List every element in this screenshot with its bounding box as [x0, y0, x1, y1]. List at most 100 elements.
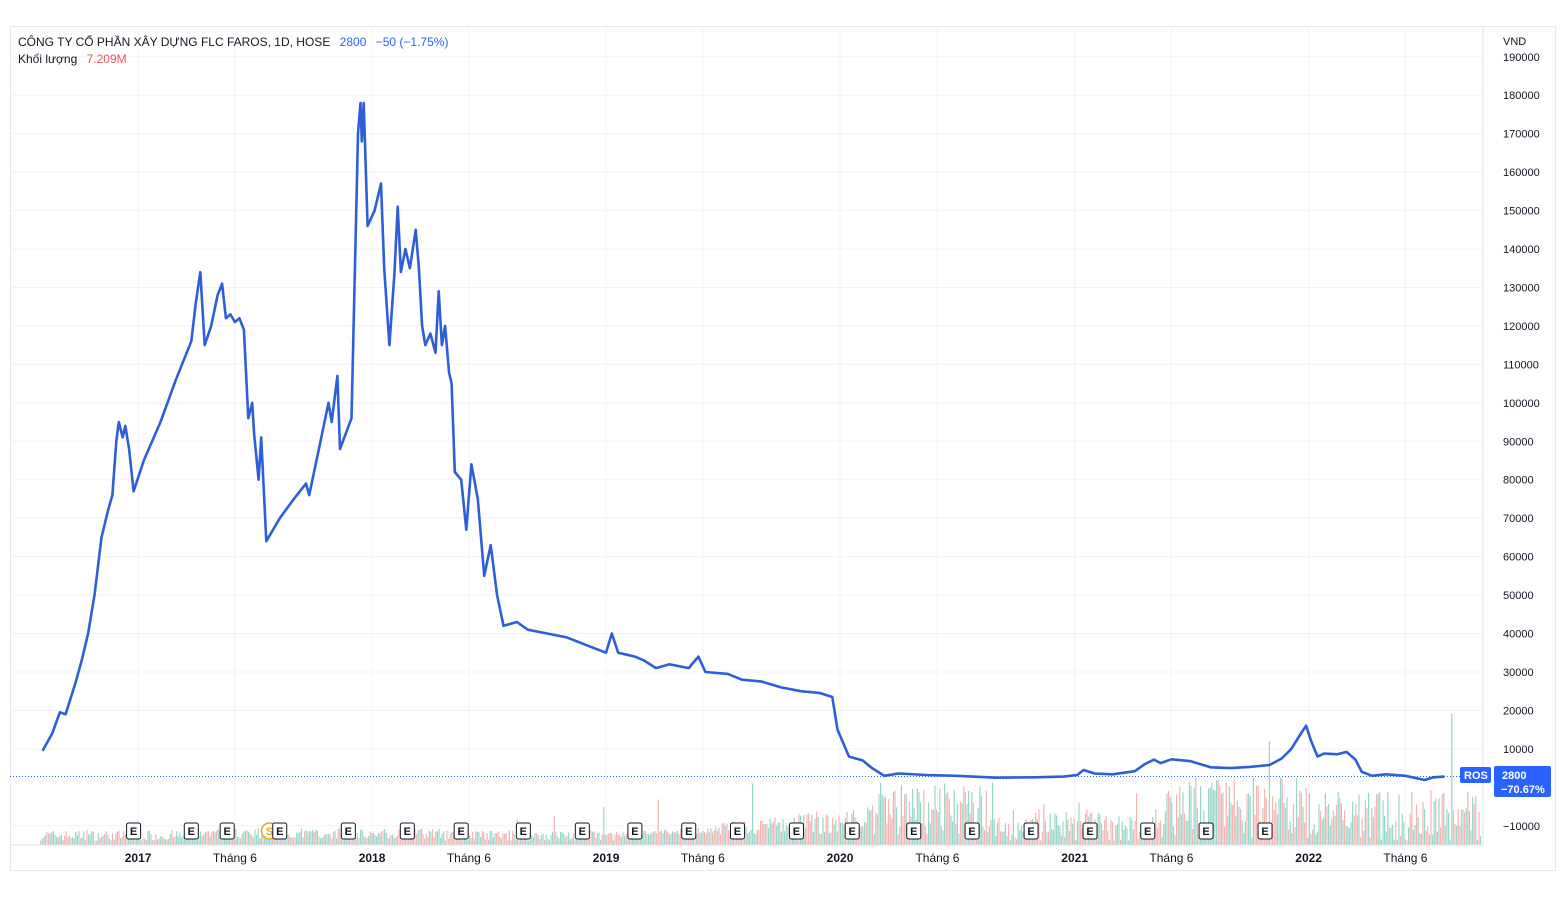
- volume-bar: [361, 829, 363, 845]
- volume-bar: [315, 829, 317, 845]
- volume-bar: [1305, 787, 1307, 845]
- volume-bar: [968, 790, 970, 845]
- earnings-marker-label: E: [130, 826, 137, 838]
- volume-bar: [372, 832, 374, 845]
- volume-bar: [753, 832, 755, 845]
- volume-bar: [452, 831, 454, 845]
- volume-bar: [211, 831, 213, 845]
- volume-bar: [1480, 836, 1482, 845]
- earnings-marker-icon[interactable]: [906, 822, 922, 840]
- earnings-marker-icon[interactable]: [272, 822, 288, 840]
- volume-bar: [892, 791, 894, 845]
- volume-bar: [152, 840, 154, 845]
- volume-bar: [449, 833, 451, 845]
- volume-bar: [992, 782, 994, 845]
- volume-bar: [609, 832, 611, 845]
- volume-bar: [310, 831, 312, 845]
- volume-bar: [1200, 785, 1202, 845]
- earnings-marker-icon[interactable]: [1257, 822, 1273, 840]
- earnings-marker-icon[interactable]: [1198, 822, 1214, 840]
- earnings-marker-icon[interactable]: [1023, 822, 1039, 840]
- volume-bar: [699, 832, 701, 845]
- volume-bar: [235, 828, 237, 845]
- volume-bar: [1328, 804, 1330, 845]
- volume-bar: [841, 823, 843, 845]
- volume-bar: [464, 835, 466, 845]
- volume-bar: [88, 834, 90, 845]
- volume-bar: [654, 831, 656, 845]
- earnings-marker-icon[interactable]: [340, 822, 356, 840]
- earnings-marker-icon[interactable]: [729, 822, 745, 840]
- volume-bar: [1080, 820, 1082, 845]
- volume-bar: [1105, 816, 1107, 845]
- volume-bar: [1192, 829, 1194, 845]
- volume-bar: [552, 831, 554, 845]
- earnings-marker-icon[interactable]: [1082, 822, 1098, 840]
- y-tick-label: 50000: [1503, 590, 1534, 602]
- volume-bar: [1411, 791, 1413, 845]
- earnings-marker-label: E: [1027, 826, 1034, 838]
- volume-bar: [718, 827, 720, 845]
- volume-bar: [912, 788, 914, 845]
- volume-bar: [860, 826, 862, 845]
- volume-bar: [286, 835, 288, 845]
- volume-bar: [1219, 786, 1221, 845]
- volume-bar: [1022, 831, 1024, 845]
- volume-bar: [998, 817, 1000, 845]
- earnings-marker-icon[interactable]: [964, 822, 980, 840]
- volume-bar: [1419, 833, 1421, 845]
- volume-bar: [628, 836, 630, 845]
- volume-bar: [456, 837, 458, 845]
- volume-bar: [470, 838, 472, 845]
- earnings-marker-icon[interactable]: [844, 822, 860, 840]
- volume-bar: [283, 835, 285, 845]
- volume-bar: [220, 838, 222, 845]
- earnings-marker-icon[interactable]: [453, 822, 469, 840]
- volume-bar: [166, 839, 168, 845]
- volume-label: Khối lượng: [18, 52, 78, 66]
- volume-bar: [1139, 832, 1141, 845]
- earnings-marker-icon[interactable]: [574, 822, 590, 840]
- volume-bar: [1307, 837, 1309, 845]
- volume-bar: [104, 834, 106, 845]
- volume-bar: [1387, 792, 1389, 845]
- volume-bar: [307, 832, 309, 845]
- earnings-marker-icon[interactable]: [627, 822, 643, 840]
- volume-bar: [1145, 835, 1147, 845]
- volume-bar: [1120, 839, 1122, 845]
- volume-bar: [1408, 827, 1410, 845]
- volume-bar: [356, 833, 358, 845]
- volume-bar: [1019, 829, 1021, 845]
- volume-bar: [539, 839, 541, 845]
- volume-bar: [262, 833, 264, 845]
- volume-bar: [705, 833, 707, 845]
- earnings-marker-icon[interactable]: [788, 822, 804, 840]
- volume-bar: [1300, 792, 1302, 845]
- volume-bar: [1096, 835, 1098, 845]
- volume-bar: [561, 832, 563, 845]
- volume-bar: [644, 830, 646, 845]
- earnings-marker-icon[interactable]: [219, 822, 235, 840]
- earnings-marker-icon[interactable]: [681, 822, 697, 840]
- earnings-marker-icon[interactable]: [399, 822, 415, 840]
- earnings-marker-icon[interactable]: [126, 822, 142, 840]
- volume-bar: [713, 830, 715, 845]
- x-axis: 2017 Tháng 6 2018 Tháng 6 2019 Tháng 6 2020 Thá…: [125, 851, 1428, 865]
- volume-bar: [928, 802, 930, 845]
- volume-bar: [606, 834, 608, 845]
- volume-bar: [891, 818, 893, 845]
- volume-bar: [56, 836, 58, 845]
- earnings-marker-icon[interactable]: [183, 822, 199, 840]
- split-marker-label: S: [266, 826, 273, 838]
- earnings-marker-icon[interactable]: [1140, 822, 1156, 840]
- volume-bar: [246, 830, 248, 845]
- volume-bar: [1180, 814, 1182, 845]
- price-series-line[interactable]: [41, 101, 1445, 782]
- volume-bar: [750, 829, 752, 845]
- earnings-marker-label: E: [520, 826, 527, 838]
- volume-bar: [638, 837, 640, 845]
- volume-bar: [1379, 791, 1381, 845]
- earnings-marker-icon[interactable]: [515, 822, 531, 840]
- volume-bar: [1420, 833, 1422, 845]
